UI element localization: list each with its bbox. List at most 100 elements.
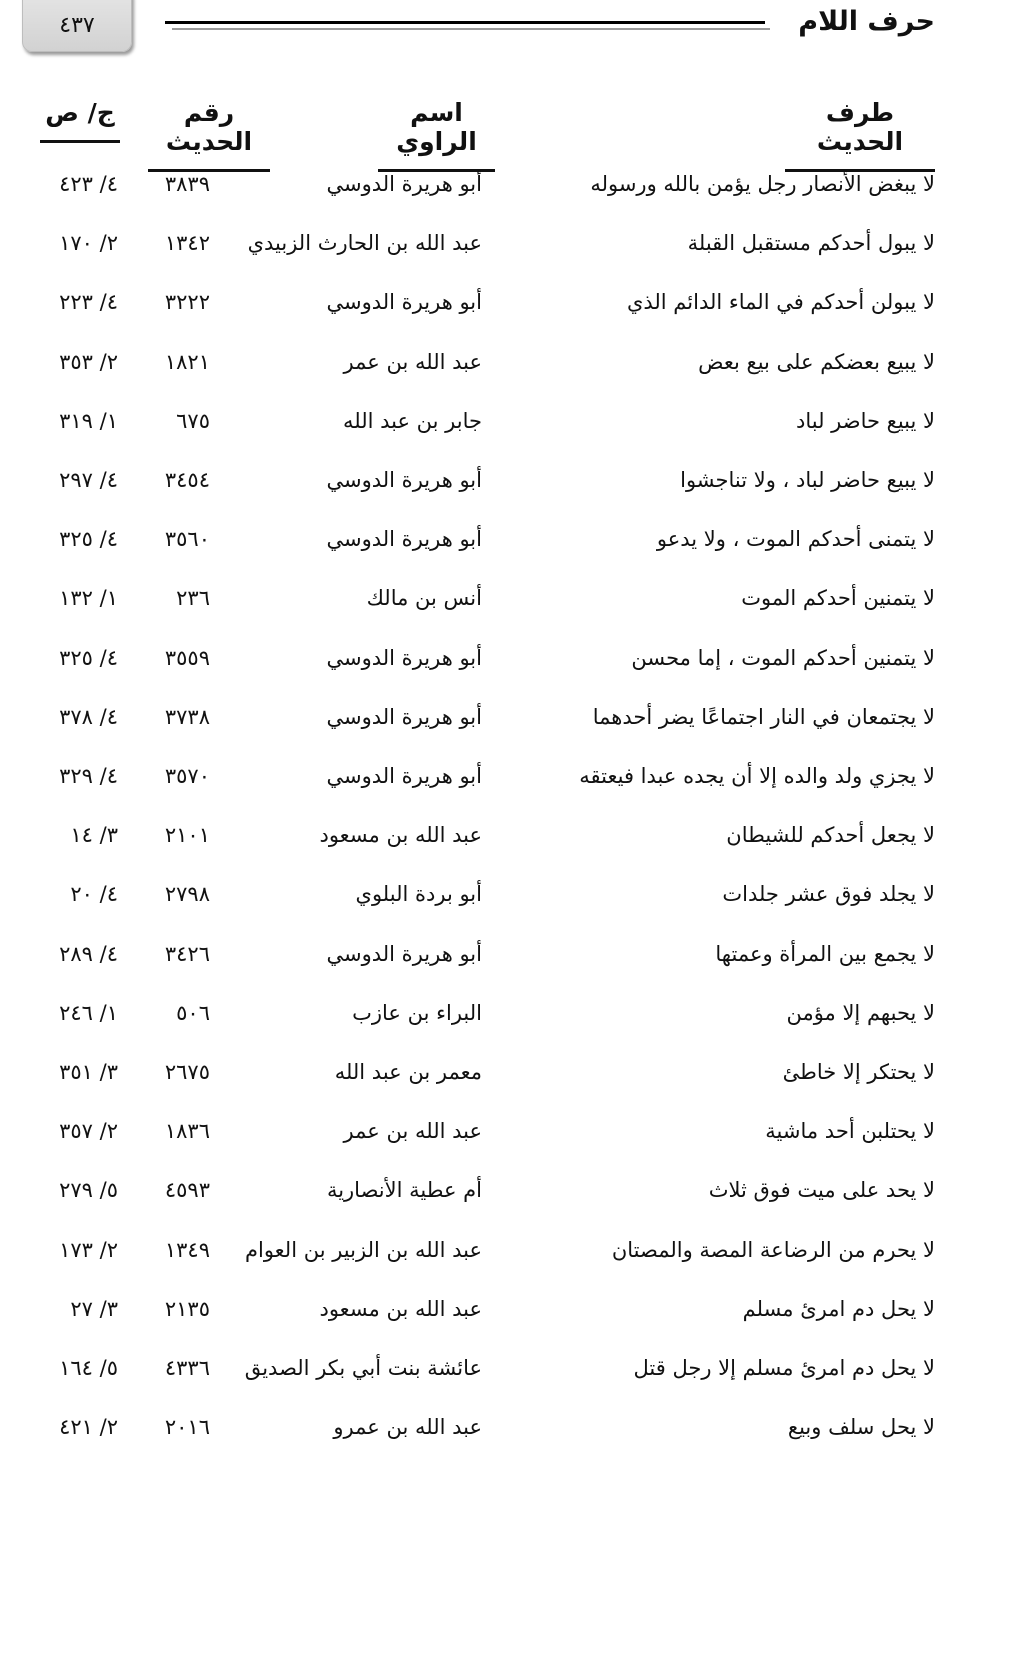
volume-page: ٤/ ٢٩٧ bbox=[59, 468, 118, 492]
hadith-number: ٢٠١٦ bbox=[164, 1415, 210, 1440]
table-row: لا يبيع حاضر لباد ، ولا تناجشوا أبو هريرة… bbox=[0, 468, 1010, 508]
narrator-name: أبو هريرة الدوسي bbox=[326, 468, 482, 492]
hadith-text: لا يجعل أحدكم للشيطان bbox=[726, 823, 935, 848]
narrator-name: أبو بردة البلوي bbox=[355, 882, 482, 907]
column-header-label: ج/ ص bbox=[45, 98, 115, 127]
hadith-text: لا يتمنين أحدكم الموت ، إما محسن bbox=[631, 645, 935, 670]
table-row: لا يحتكر إلا خاطئ معمر بن عبد الله ٢٦٧٥ ٣/ … bbox=[0, 1060, 1010, 1100]
hadith-number: ٢٦٧٥ bbox=[164, 1060, 210, 1084]
hadith-text: لا يجتمعان في النار اجتماعًا يضر أحدهما bbox=[592, 704, 935, 729]
table-row: لا يجعل أحدكم للشيطان عبد الله بن مسعود ٢١… bbox=[0, 823, 1010, 863]
volume-page: ٤/ ٢٨٩ bbox=[59, 941, 118, 966]
hadith-number: ١٣٤٢ bbox=[164, 231, 210, 256]
hadith-text: لا يبيع بعضكم على بيع بعض bbox=[698, 349, 935, 374]
volume-page: ٣/ ٣٥١ bbox=[59, 1060, 118, 1084]
narrator-name: أنس بن مالك bbox=[366, 586, 482, 611]
hadith-text: لا يجمع بين المرأة وعمتها bbox=[715, 941, 935, 966]
table-row: لا يحل دم امرئ مسلم عبد الله بن مسعود ٢١٣٥… bbox=[0, 1297, 1010, 1337]
hadith-text: لا يبغض الأنصار رجل يؤمن بالله ورسوله bbox=[590, 172, 935, 196]
hadith-number: ٢٣٦ bbox=[176, 586, 210, 611]
table-row: لا يحل دم امرئ مسلم إلا رجل قتل عائشة بنت… bbox=[0, 1356, 1010, 1396]
narrator-name: أبو هريرة الدوسي bbox=[326, 290, 482, 315]
narrator-name: عبد الله بن عمر bbox=[343, 349, 482, 374]
hadith-number: ٣٧٣٨ bbox=[164, 704, 210, 729]
hadith-text: لا يحتكر إلا خاطئ bbox=[782, 1060, 935, 1084]
hadith-text: لا يبول أحدكم مستقبل القبلة bbox=[687, 231, 935, 256]
hadith-number: ٣٥٥٩ bbox=[164, 645, 210, 670]
column-header-label: رقم الحديث bbox=[165, 98, 253, 156]
table-row: لا يبغض الأنصار رجل يؤمن بالله ورسوله أبو… bbox=[0, 172, 1010, 212]
volume-page: ٢/ ١٧٣ bbox=[59, 1237, 118, 1262]
hadith-number: ٣٤٥٤ bbox=[164, 468, 210, 492]
table-row: لا يتمنى أحدكم الموت ، ولا يدعو أبو هريرة… bbox=[0, 527, 1010, 567]
narrator-name: أبو هريرة الدوسي bbox=[326, 941, 482, 966]
hadith-text: لا يحرم من الرضاعة المصة والمصتان bbox=[611, 1237, 935, 1262]
table-row: لا يجزي ولد والده إلا أن يجده عبدا فيعتق… bbox=[0, 764, 1010, 804]
hadith-text: لا يحد على ميت فوق ثلاث bbox=[708, 1178, 935, 1203]
narrator-name: عبد الله بن الزبير بن العوام bbox=[244, 1237, 482, 1262]
volume-page: ١/ ١٣٢ bbox=[59, 586, 118, 611]
volume-page: ٤/ ٤٢٣ bbox=[59, 172, 118, 196]
hadith-text: لا يحل سلف وبيع bbox=[787, 1415, 935, 1440]
volume-page: ٢/ ٣٥٣ bbox=[59, 349, 118, 374]
narrator-name: عبد الله بن مسعود bbox=[319, 1296, 482, 1321]
volume-page: ٣/ ١٤ bbox=[70, 823, 118, 848]
table-row: لا يجتمعان في النار اجتماعًا يضر أحدهما أ… bbox=[0, 705, 1010, 745]
hadith-text: لا يحل دم امرئ مسلم إلا رجل قتل bbox=[633, 1356, 936, 1380]
table-row: لا يبيع حاضر لباد جابر بن عبد الله ٦٧٥ ١/ ٣… bbox=[0, 409, 1010, 449]
column-header-hadith: طرف الحديث bbox=[785, 98, 935, 172]
volume-page: ٤/ ٣٢٥ bbox=[59, 645, 118, 670]
hadith-number: ٤٥٩٣ bbox=[164, 1178, 210, 1203]
hadith-text: لا يبيع حاضر لباد bbox=[796, 408, 935, 433]
volume-page: ٣/ ٢٧ bbox=[70, 1296, 118, 1321]
table-row: لا يحتلبن أحد ماشية عبد الله بن عمر ١٨٣٦ ٢/… bbox=[0, 1119, 1010, 1159]
column-header-narrator: اسم الراوي bbox=[378, 98, 495, 172]
table-row: لا يبيع بعضكم على بيع بعض عبد الله بن عمر… bbox=[0, 350, 1010, 390]
column-header-ref: ج/ ص bbox=[40, 98, 120, 143]
hadith-text: لا يحتلبن أحد ماشية bbox=[765, 1119, 935, 1144]
hadith-text: لا يتمنى أحدكم الموت ، ولا يدعو bbox=[656, 527, 935, 552]
hadith-number: ٥٠٦ bbox=[176, 1000, 210, 1025]
narrator-name: عبد الله بن عمرو bbox=[333, 1415, 482, 1440]
table-row: لا يجمع بين المرأة وعمتها أبو هريرة الدوس… bbox=[0, 942, 1010, 982]
volume-page: ٤/ ٣٧٨ bbox=[59, 704, 118, 729]
page-number: ٤٣٧ bbox=[22, 0, 132, 52]
column-header-label: اسم الراوي bbox=[396, 98, 477, 156]
table-row: لا يبولن أحدكم في الماء الدائم الذي أبو ه… bbox=[0, 290, 1010, 330]
hadith-number: ٣٤٢٦ bbox=[164, 941, 210, 966]
hadith-number: ٣٢٢٢ bbox=[164, 290, 210, 315]
volume-page: ٢/ ٤٢١ bbox=[59, 1415, 118, 1440]
narrator-name: عبد الله بن مسعود bbox=[319, 823, 482, 848]
hadith-number: ١٣٤٩ bbox=[164, 1237, 210, 1262]
hadith-text: لا يبولن أحدكم في الماء الدائم الذي bbox=[626, 290, 935, 315]
narrator-name: جابر بن عبد الله bbox=[342, 408, 482, 433]
narrator-name: عبد الله بن الحارث الزبيدي bbox=[247, 231, 482, 256]
header-rule-shadow bbox=[172, 28, 770, 30]
hadith-number: ٣٥٦٠ bbox=[164, 527, 210, 552]
header-rule bbox=[165, 21, 765, 24]
narrator-name: أبو هريرة الدوسي bbox=[326, 172, 482, 196]
hadith-number: ١٨٣٦ bbox=[164, 1119, 210, 1144]
hadith-text: لا يتمنين أحدكم الموت bbox=[741, 586, 935, 611]
volume-page: ٤/ ٣٢٥ bbox=[59, 527, 118, 552]
table-row: لا يتمنين أحدكم الموت ، إما محسن أبو هرير… bbox=[0, 646, 1010, 686]
column-header-number: رقم الحديث bbox=[148, 98, 270, 172]
volume-page: ٤/ ٢٢٣ bbox=[59, 290, 118, 315]
hadith-number: ٢١٠١ bbox=[164, 823, 210, 848]
hadith-number: ٢١٣٥ bbox=[164, 1296, 210, 1321]
narrator-name: البراء بن عازب bbox=[352, 1000, 482, 1025]
hadith-number: ٣٥٧٠ bbox=[164, 764, 210, 788]
hadith-number: ٦٧٥ bbox=[176, 408, 210, 433]
hadith-text: لا يجزي ولد والده إلا أن يجده عبدا فيعتق… bbox=[579, 764, 935, 788]
hadith-text: لا يحل دم امرئ مسلم bbox=[742, 1296, 935, 1321]
narrator-name: أبو هريرة الدوسي bbox=[326, 645, 482, 670]
table-row: لا يحبهم إلا مؤمن البراء بن عازب ٥٠٦ ١/ ٢٤٦ bbox=[0, 1001, 1010, 1041]
narrator-name: أم عطية الأنصارية bbox=[326, 1178, 482, 1203]
narrator-name: أبو هريرة الدوسي bbox=[326, 704, 482, 729]
table-row: لا يجلد فوق عشر جلدات أبو بردة البلوي ٢٧٩٨… bbox=[0, 882, 1010, 922]
hadith-number: ٢٧٩٨ bbox=[164, 882, 210, 907]
volume-page: ٤/ ٢٠ bbox=[70, 882, 118, 907]
volume-page: ٥/ ٢٧٩ bbox=[59, 1178, 118, 1203]
volume-page: ١/ ٣١٩ bbox=[59, 408, 118, 433]
column-header-label: طرف الحديث bbox=[816, 98, 904, 156]
